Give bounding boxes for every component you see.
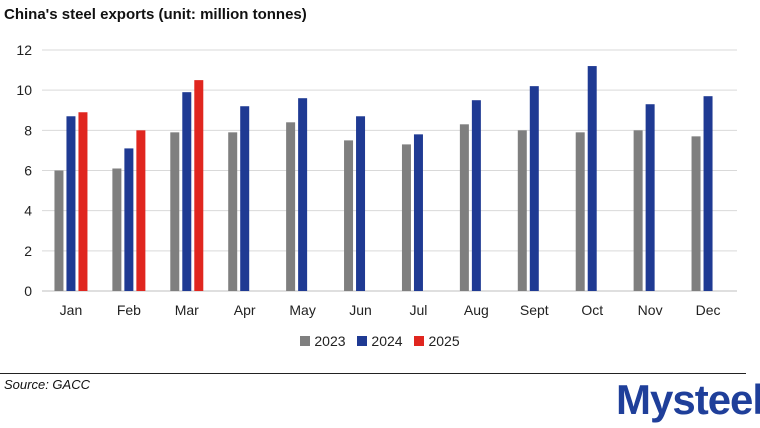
- legend-label-2023: 2023: [314, 333, 346, 349]
- y-tick-label: 8: [24, 122, 32, 138]
- bar-2024-jun: [356, 116, 366, 292]
- x-tick-label: Jul: [410, 302, 428, 318]
- bar-2025-mar: [194, 80, 204, 291]
- bar-2023-oct: [575, 132, 585, 291]
- bar-2023-may: [286, 122, 296, 291]
- bars: [54, 66, 713, 292]
- bar-2023-sept: [517, 130, 527, 291]
- y-tick-label: 6: [24, 163, 32, 179]
- legend-label-2025: 2025: [428, 333, 460, 349]
- bar-2023-mar: [170, 132, 180, 291]
- x-tick-label: May: [289, 302, 315, 318]
- legend: 2023 2024 2025: [0, 333, 760, 349]
- y-tick-label: 10: [16, 82, 32, 98]
- source-note: Source: GACC: [4, 377, 90, 392]
- bar-2024-mar: [182, 92, 192, 291]
- y-tick-label: 12: [16, 42, 32, 58]
- bar-chart: 0 2 4 6 8 10 12 Jan Feb Mar Apr May Jun Jul Aug Sept Oc…: [16, 42, 737, 318]
- bar-2023-nov: [633, 130, 643, 291]
- chart-title: China's steel exports (unit: million ton…: [4, 6, 307, 23]
- bar-2025-jan: [78, 112, 88, 291]
- x-tick-label: Mar: [175, 302, 199, 318]
- bar-2024-jan: [66, 116, 76, 292]
- bar-2024-aug: [471, 100, 481, 291]
- bar-2023-jun: [344, 140, 354, 291]
- bar-2024-apr: [240, 106, 250, 291]
- x-tick-label: Apr: [234, 302, 256, 318]
- x-tick-label: Sept: [520, 302, 549, 318]
- legend-item-2025: 2025: [414, 333, 460, 349]
- bar-2023-jul: [401, 144, 411, 291]
- bar-2025-feb: [136, 130, 146, 291]
- x-tick-label: Jan: [60, 302, 83, 318]
- y-tick-label: 0: [24, 283, 32, 299]
- bar-2023-jan: [54, 170, 64, 291]
- x-tick-label: Aug: [464, 302, 489, 318]
- bar-2024-dec: [703, 96, 713, 291]
- legend-swatch-2025: [414, 336, 425, 346]
- legend-item-2024: 2024: [357, 333, 403, 349]
- gridlines: [42, 49, 737, 292]
- legend-label-2024: 2024: [371, 333, 403, 349]
- bar-2024-sept: [529, 86, 539, 292]
- bar-2024-nov: [645, 104, 655, 291]
- bar-2023-aug: [459, 124, 469, 291]
- y-tick-label: 4: [24, 203, 32, 219]
- legend-swatch-2024: [357, 336, 368, 346]
- x-tick-label: Feb: [117, 302, 141, 318]
- x-tick-label: Dec: [696, 302, 721, 318]
- bar-2024-feb: [124, 148, 134, 291]
- y-axis-ticks: 0 2 4 6 8 10 12: [16, 42, 32, 299]
- legend-swatch-2023: [300, 336, 311, 346]
- footer-divider: [0, 373, 746, 374]
- mysteel-logo: Mysteel: [616, 376, 760, 423]
- bar-2023-dec: [691, 136, 701, 291]
- bar-2024-oct: [587, 66, 597, 291]
- x-axis-ticks: Jan Feb Mar Apr May Jun Jul Aug Sept Oct Nov Dec: [60, 302, 721, 318]
- y-tick-label: 2: [24, 243, 32, 259]
- x-tick-label: Jun: [349, 302, 372, 318]
- x-tick-label: Oct: [581, 302, 603, 318]
- bar-2024-jul: [413, 134, 423, 291]
- legend-item-2023: 2023: [300, 333, 346, 349]
- x-tick-label: Nov: [638, 302, 663, 318]
- bar-2024-may: [298, 98, 308, 291]
- bar-2023-apr: [228, 132, 238, 291]
- bar-2023-feb: [112, 168, 122, 291]
